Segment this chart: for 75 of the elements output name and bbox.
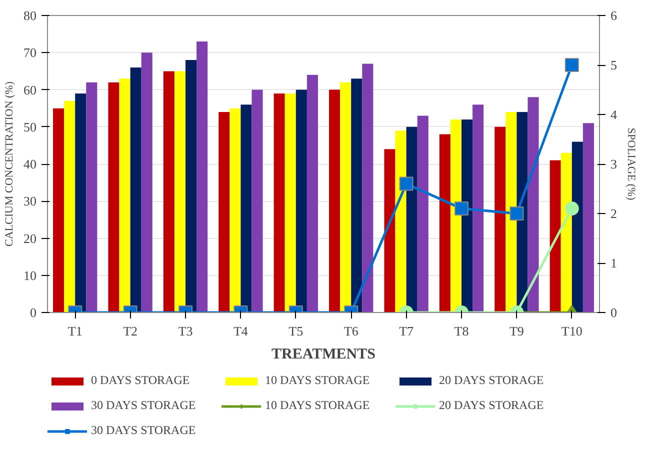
y-tick-label: 80 [24,8,36,23]
bar [506,112,517,312]
x-tick-label: T2 [123,324,138,338]
bar [218,112,230,312]
bar [340,82,352,312]
bar [274,93,285,312]
y-tick-label: 40 [24,156,36,172]
bar [560,152,572,312]
legend-label: 30 DAYS STORAGE [91,398,197,413]
legend-label: 30 DAYS STORAGE [91,423,197,438]
bar [174,71,186,312]
bar [362,64,374,312]
y2-tick-label: 1 [610,256,617,270]
bar [450,119,462,312]
bar [240,104,252,312]
bar [119,78,130,312]
bar [130,67,142,312]
bar [528,97,539,312]
bar [406,126,418,312]
legend-label: 0 DAYS STORAGE [91,373,191,388]
bar [417,116,428,312]
bar [462,119,473,312]
bar [351,78,362,312]
x-tick-label: T4 [233,324,248,338]
x-tick-label: T5 [288,324,304,338]
y2-tick-label: 6 [610,8,618,23]
bar [186,60,197,312]
y-tick-label: 20 [24,230,36,246]
x-tick-label: T6 [344,324,359,338]
legend-label: 10 DAYS STORAGE [265,398,371,413]
y-tick-label: 50 [24,119,36,134]
y-tick-label: 10 [24,268,36,283]
bar [163,71,174,312]
x-tick-label: T9 [509,324,524,338]
y-tick-label: 0 [30,305,36,320]
y2-tick-label: 3 [610,156,617,172]
y-axis-title: CALCIUM CONCENTRATION (%) [4,81,16,246]
y2-tick-label: 5 [610,58,617,72]
bar [86,82,98,312]
x-axis-title: TREATMENTS [272,346,376,362]
bar [439,134,450,312]
x-tick-label: T10 [561,324,582,338]
y2-axis-title: SPOLIAGE (%) [625,128,637,201]
x-tick-label: T3 [178,324,193,338]
legend-label: 10 DAYS STORAGE [265,373,371,388]
y2-tick-label: 2 [610,206,617,221]
bar [252,90,263,312]
y2-tick-label: 0 [610,305,617,320]
bar [395,130,406,312]
y2-tick-label: 4 [610,107,618,122]
bar [472,104,484,312]
bar [384,149,396,312]
bar [75,93,86,312]
bar [572,142,583,312]
y-tick-label: 60 [24,82,36,98]
y-tick-label: 30 [24,194,36,209]
bar [196,41,208,312]
bar [550,160,561,312]
x-tick-label: T8 [454,324,469,338]
legend-label: 20 DAYS STORAGE [439,398,545,413]
bar [230,108,241,312]
bar [64,100,76,312]
bar [306,74,318,312]
legend-label: 20 DAYS STORAGE [439,373,545,388]
bar [494,126,506,312]
bar [141,52,152,312]
bar [329,90,340,312]
bar [582,123,594,312]
bar [296,90,307,312]
x-tick-label: T7 [399,324,414,338]
bar [108,82,120,312]
bar [53,108,64,312]
x-tick-label: T1 [68,324,82,338]
bar [284,93,296,312]
y-tick-label: 70 [24,45,36,60]
